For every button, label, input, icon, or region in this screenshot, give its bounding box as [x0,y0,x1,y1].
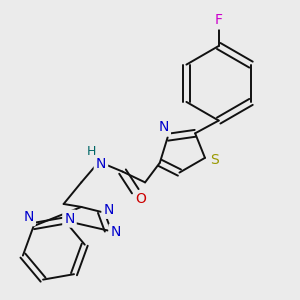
Text: O: O [136,192,147,206]
Text: S: S [210,153,219,167]
Text: N: N [96,157,106,171]
Text: F: F [215,14,223,27]
Text: H: H [86,146,96,158]
Text: N: N [110,225,121,239]
Text: N: N [103,203,114,217]
Text: N: N [159,120,169,134]
Text: N: N [23,210,34,224]
Text: N: N [64,212,75,226]
